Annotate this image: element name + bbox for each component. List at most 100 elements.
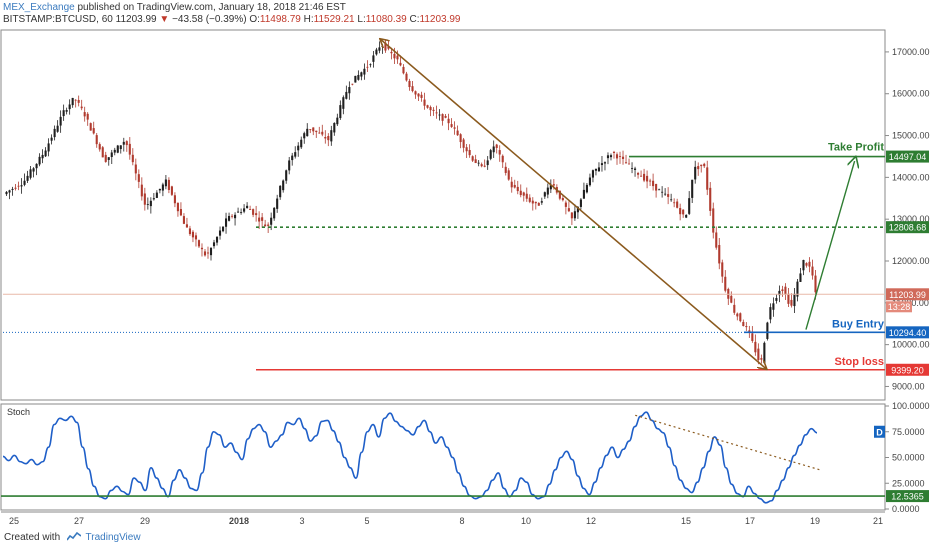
candle (712, 202, 715, 239)
candle (62, 104, 65, 121)
candle (303, 131, 306, 144)
candle (185, 217, 189, 228)
level-take-profit: Take Profit 14497.04 (629, 142, 929, 163)
candle (282, 179, 285, 193)
close-value: 11203.99 (419, 14, 461, 25)
candle (504, 162, 507, 176)
candle (682, 209, 685, 218)
publish-line: MEX_Exchange published on TradingView.co… (3, 2, 346, 13)
candle (360, 71, 363, 81)
trade-arrows (381, 39, 855, 369)
low-label: L: (357, 14, 366, 25)
stoch-tick-label: 0.0000 (892, 504, 920, 514)
candle (128, 137, 131, 160)
candle (760, 354, 763, 364)
candle (312, 127, 315, 136)
price-axis: 17000.00 16000.00 15000.00 14000.00 13000.00… (885, 47, 930, 391)
candle (486, 156, 489, 170)
candle (579, 198, 582, 210)
candle (44, 147, 47, 157)
tradingview-brand[interactable]: TradingView (85, 532, 141, 543)
author-link[interactable]: MEX_Exchange (3, 2, 75, 13)
candle (264, 219, 267, 227)
candle (8, 189, 11, 200)
candle (543, 191, 546, 199)
candle (456, 125, 459, 136)
publish-info: published on TradingView.com, January 18… (77, 2, 346, 13)
candle (321, 124, 324, 137)
time-tick-label: 8 (459, 516, 464, 526)
candle (224, 212, 228, 234)
candle (182, 213, 185, 225)
candle (655, 183, 658, 198)
candle (432, 107, 435, 116)
candle (372, 51, 375, 68)
candle (68, 99, 71, 115)
candle (805, 262, 808, 268)
price-badge-label: 14497.04 (889, 152, 927, 162)
countdown-label: 13:28 (888, 302, 911, 312)
candle (279, 185, 282, 200)
candle (612, 150, 616, 159)
candle (609, 153, 613, 161)
stoch-badge-label: 12.5365 (891, 492, 924, 502)
candle (342, 95, 345, 115)
candle (706, 160, 709, 196)
candle (808, 257, 811, 273)
candle (769, 303, 772, 324)
time-tick-label: 29 (140, 516, 150, 526)
candle (104, 151, 107, 163)
candle (498, 145, 501, 162)
high-value: 11529.21 (313, 14, 355, 25)
candle (727, 287, 730, 306)
candle (528, 194, 531, 204)
candle (754, 334, 757, 356)
candle (441, 113, 444, 126)
candle (417, 93, 420, 102)
candle (255, 205, 258, 222)
candle (745, 322, 748, 331)
level-label: Take Profit (828, 142, 884, 154)
candle (29, 165, 32, 180)
candle (540, 197, 543, 205)
time-tick-label: 27 (74, 516, 84, 526)
price-badge-label: 11203.99 (889, 290, 926, 300)
candle (35, 163, 38, 176)
candle (787, 287, 790, 307)
candle (173, 192, 176, 208)
candle (381, 43, 384, 54)
candle (411, 80, 414, 93)
candle (649, 178, 652, 186)
price-tick-label: 10000.00 (892, 340, 930, 350)
candle (739, 312, 742, 323)
candle (95, 133, 98, 148)
candle (703, 162, 706, 169)
price-badge (886, 221, 929, 234)
candle (640, 170, 643, 177)
candle (667, 187, 670, 205)
price-badge (886, 288, 929, 301)
candle (38, 153, 41, 167)
candle (197, 239, 201, 249)
stoch-d-badge[interactable] (874, 425, 885, 438)
candle (258, 211, 261, 230)
candle (664, 188, 667, 196)
candle (294, 146, 297, 159)
price-badge (886, 150, 929, 163)
created-with-label: Created with (4, 532, 61, 543)
price-tick-label: 13000.00 (892, 214, 930, 224)
candle (246, 202, 249, 209)
tradingview-logo-icon (66, 532, 81, 541)
open-value: 11498.79 (259, 14, 301, 25)
candle (107, 157, 110, 166)
stoch-axis: 100.0000 75.0000 50.0000 25.0000 0.0000 (885, 401, 930, 514)
price-badge (886, 326, 929, 339)
candle (143, 187, 146, 211)
candle (799, 268, 802, 283)
candle (483, 159, 486, 168)
stoch-tick-label: 75.0000 (892, 427, 925, 437)
take-profit-arrow (805, 161, 855, 330)
candle (519, 184, 522, 198)
high-label: H: (303, 14, 314, 25)
